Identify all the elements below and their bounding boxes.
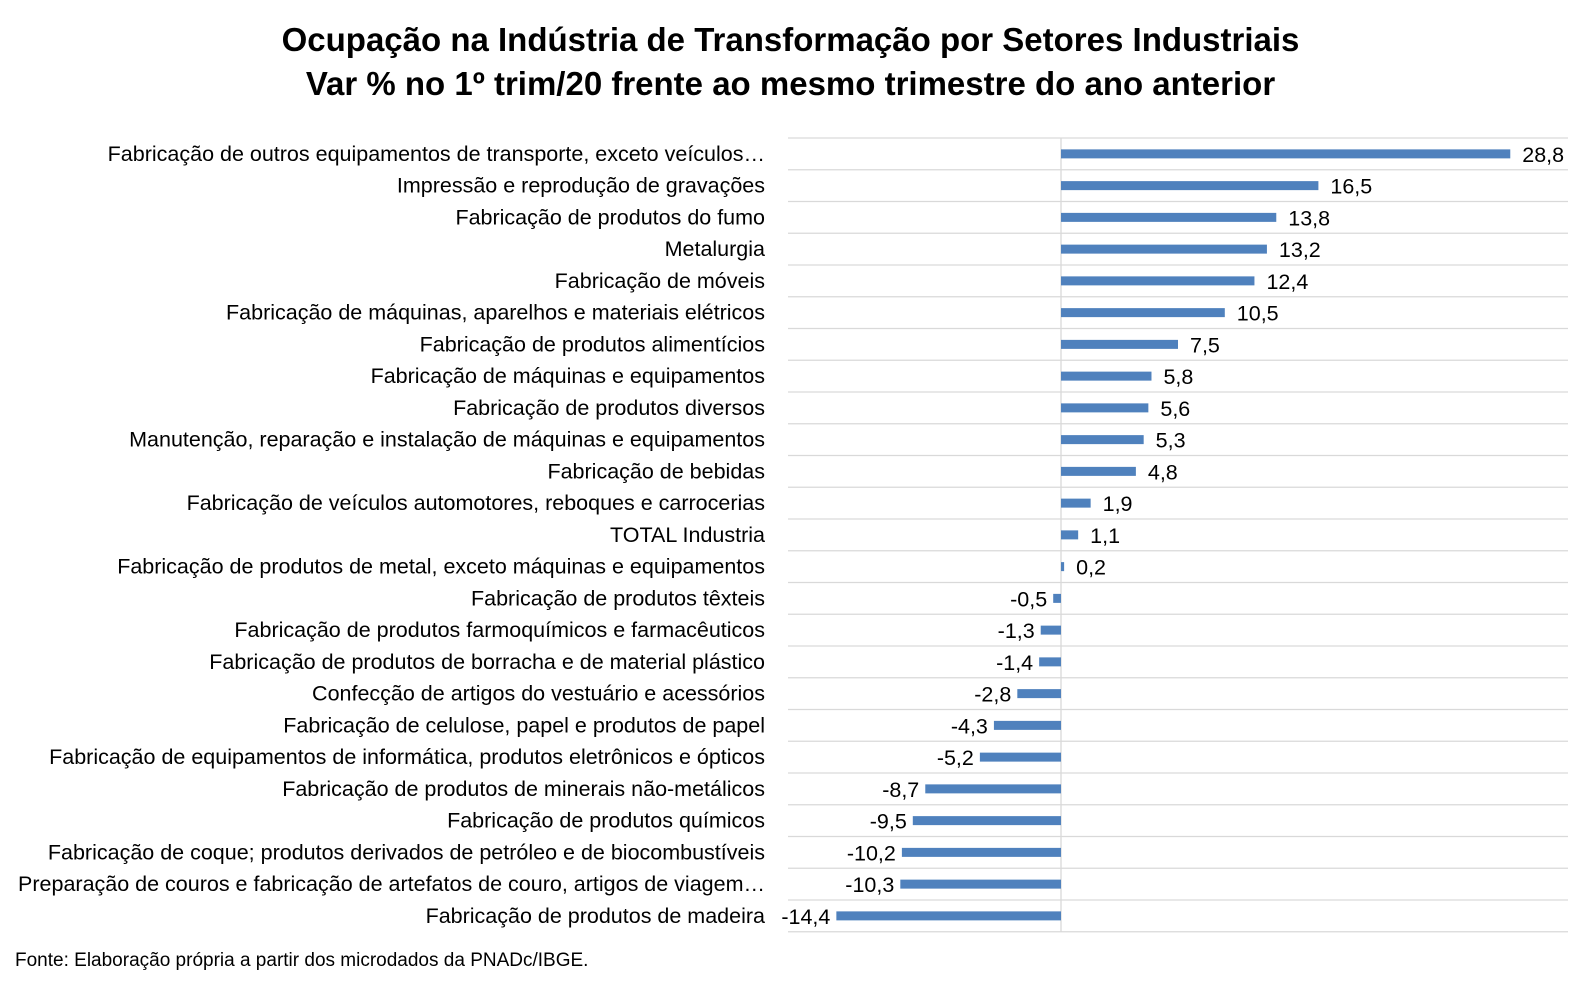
bar bbox=[1061, 339, 1178, 349]
bar bbox=[1017, 689, 1061, 699]
data-label: 5,8 bbox=[1163, 365, 1193, 389]
category-label: Fabricação de produtos do fumo bbox=[455, 205, 765, 229]
data-label: -1,3 bbox=[998, 619, 1035, 643]
bar bbox=[1061, 530, 1079, 540]
data-labels: 28,8 16,513,8 13,2 12,4 10,5 7,5 5,8 5,6 5,3 4,8 1… bbox=[781, 143, 1564, 929]
category-label: Fabricação de celulose, papel e produtos… bbox=[283, 713, 765, 737]
bar bbox=[1061, 181, 1319, 191]
bar bbox=[1061, 371, 1152, 381]
grid-lines bbox=[788, 137, 1568, 933]
category-label: Fabricação de máquinas, aparelhos e mate… bbox=[226, 301, 765, 325]
category-label: Fabricação de produtos químicos bbox=[447, 809, 765, 833]
category-label: TOTAL Industria bbox=[610, 523, 765, 547]
bar bbox=[1061, 435, 1144, 445]
data-label: -5,2 bbox=[937, 746, 974, 770]
category-label: Fabricação de móveis bbox=[555, 269, 765, 293]
category-label: Fabricação de máquinas e equipamentos bbox=[371, 364, 765, 388]
category-label: Preparação de couros e fabricação de art… bbox=[18, 872, 765, 896]
bars bbox=[836, 149, 1511, 921]
data-label: 28,8 bbox=[1522, 143, 1564, 167]
bar bbox=[1040, 625, 1061, 635]
bar bbox=[993, 720, 1061, 730]
category-label: Impressão e reprodução de gravações bbox=[397, 174, 765, 198]
data-label: -10,3 bbox=[845, 873, 894, 897]
category-label: Fabricação de equipamentos de informátic… bbox=[49, 745, 765, 769]
data-label: -4,3 bbox=[951, 714, 988, 738]
category-label: Fabricação de coque; produtos derivados … bbox=[48, 840, 765, 864]
bar bbox=[1061, 276, 1255, 286]
data-label: -9,5 bbox=[870, 810, 907, 834]
category-label: Manutenção, reparação e instalação de má… bbox=[129, 428, 765, 452]
data-label: 12,4 bbox=[1266, 270, 1308, 294]
category-label: Fabricação de outros equipamentos de tra… bbox=[108, 142, 765, 166]
data-label: -8,7 bbox=[882, 778, 919, 802]
data-label: -1,4 bbox=[996, 651, 1033, 675]
bar bbox=[912, 816, 1061, 826]
category-label: Fabricação de produtos de minerais não-m… bbox=[282, 777, 765, 801]
category-label: Metalurgia bbox=[665, 237, 765, 261]
chart-title: Ocupação na Indústria de Transformação p… bbox=[0, 18, 1581, 106]
bar bbox=[1061, 403, 1149, 413]
category-label: Fabricação de produtos diversos bbox=[453, 396, 765, 420]
bar bbox=[901, 847, 1061, 857]
chart-subtitle: Var % no 1º trim/20 frente ao mesmo trim… bbox=[305, 65, 1276, 102]
bar bbox=[925, 784, 1061, 794]
bar bbox=[979, 752, 1061, 762]
bar bbox=[1061, 466, 1136, 476]
bar bbox=[1061, 212, 1277, 222]
bar bbox=[1061, 149, 1511, 159]
data-label: 16,5 bbox=[1330, 175, 1372, 199]
source-note: Fonte: Elaboração própria a partir dos m… bbox=[15, 950, 589, 971]
bar bbox=[1061, 498, 1091, 508]
data-label: 4,8 bbox=[1148, 460, 1178, 484]
category-label: Fabricação de produtos têxteis bbox=[471, 586, 765, 610]
category-label: Fabricação de produtos de metal, exceto … bbox=[117, 555, 765, 579]
data-label: 5,6 bbox=[1160, 397, 1190, 421]
data-label: -10,2 bbox=[847, 841, 896, 865]
data-label: 5,3 bbox=[1156, 429, 1186, 453]
data-label: -14,4 bbox=[781, 905, 830, 929]
data-label: -2,8 bbox=[974, 683, 1011, 707]
data-label: 10,5 bbox=[1237, 302, 1279, 326]
data-label: 7,5 bbox=[1190, 333, 1220, 357]
bar bbox=[1061, 244, 1267, 254]
category-label: Fabricação de produtos de madeira bbox=[426, 904, 765, 928]
category-labels: Fabricação de outros equipamentos de tra… bbox=[18, 142, 765, 928]
bar bbox=[1053, 593, 1061, 603]
data-label: 1,1 bbox=[1090, 524, 1120, 548]
category-label: Fabricação de produtos farmoquímicos e f… bbox=[234, 618, 765, 642]
category-label: Fabricação de produtos alimentícios bbox=[420, 332, 765, 356]
bar bbox=[836, 911, 1061, 921]
bar bbox=[1061, 562, 1065, 572]
data-label: 13,2 bbox=[1279, 238, 1321, 262]
bar bbox=[1039, 657, 1061, 667]
bar bbox=[900, 879, 1061, 889]
category-label: Fabricação de produtos de borracha e de … bbox=[209, 650, 765, 674]
data-label: 13,8 bbox=[1288, 206, 1330, 230]
category-label: Fabricação de veículos automotores, rebo… bbox=[187, 491, 765, 515]
data-label: 1,9 bbox=[1103, 492, 1133, 516]
category-label: Confecção de artigos do vestuário e aces… bbox=[312, 682, 765, 706]
data-label: -0,5 bbox=[1010, 587, 1047, 611]
chart-title-line1: Ocupação na Indústria de Transformação p… bbox=[281, 21, 1300, 58]
bar bbox=[1061, 308, 1225, 318]
data-label: 0,2 bbox=[1076, 556, 1106, 580]
category-label: Fabricação de bebidas bbox=[547, 459, 765, 483]
